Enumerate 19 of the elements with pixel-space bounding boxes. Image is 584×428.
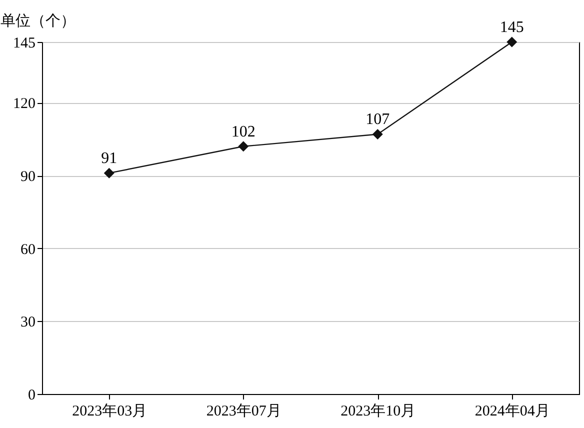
- y-tick-label: 90: [20, 169, 36, 186]
- y-tick-label: 145: [13, 36, 36, 52]
- data-label: 102: [231, 123, 256, 140]
- y-tick-label: 0: [28, 388, 36, 404]
- y-tick-label: 30: [20, 314, 36, 331]
- data-label: 145: [500, 19, 524, 36]
- point: [372, 129, 383, 140]
- point: [104, 168, 114, 178]
- data-label: 91: [101, 150, 118, 168]
- x-tick-label: 2023年07月: [206, 402, 282, 420]
- x-tick-label: 2023年10月: [340, 402, 416, 420]
- y-tick-label: 120: [13, 96, 36, 112]
- data-label: 107: [366, 111, 390, 128]
- point: [238, 141, 249, 152]
- x-tick-label: 2023年03月: [72, 402, 148, 420]
- y-axis-title: 单位（个）: [0, 12, 76, 30]
- y-tick-label: 60: [20, 242, 36, 258]
- x-tick-label: 2024年04月: [474, 402, 550, 420]
- point: [506, 36, 518, 48]
